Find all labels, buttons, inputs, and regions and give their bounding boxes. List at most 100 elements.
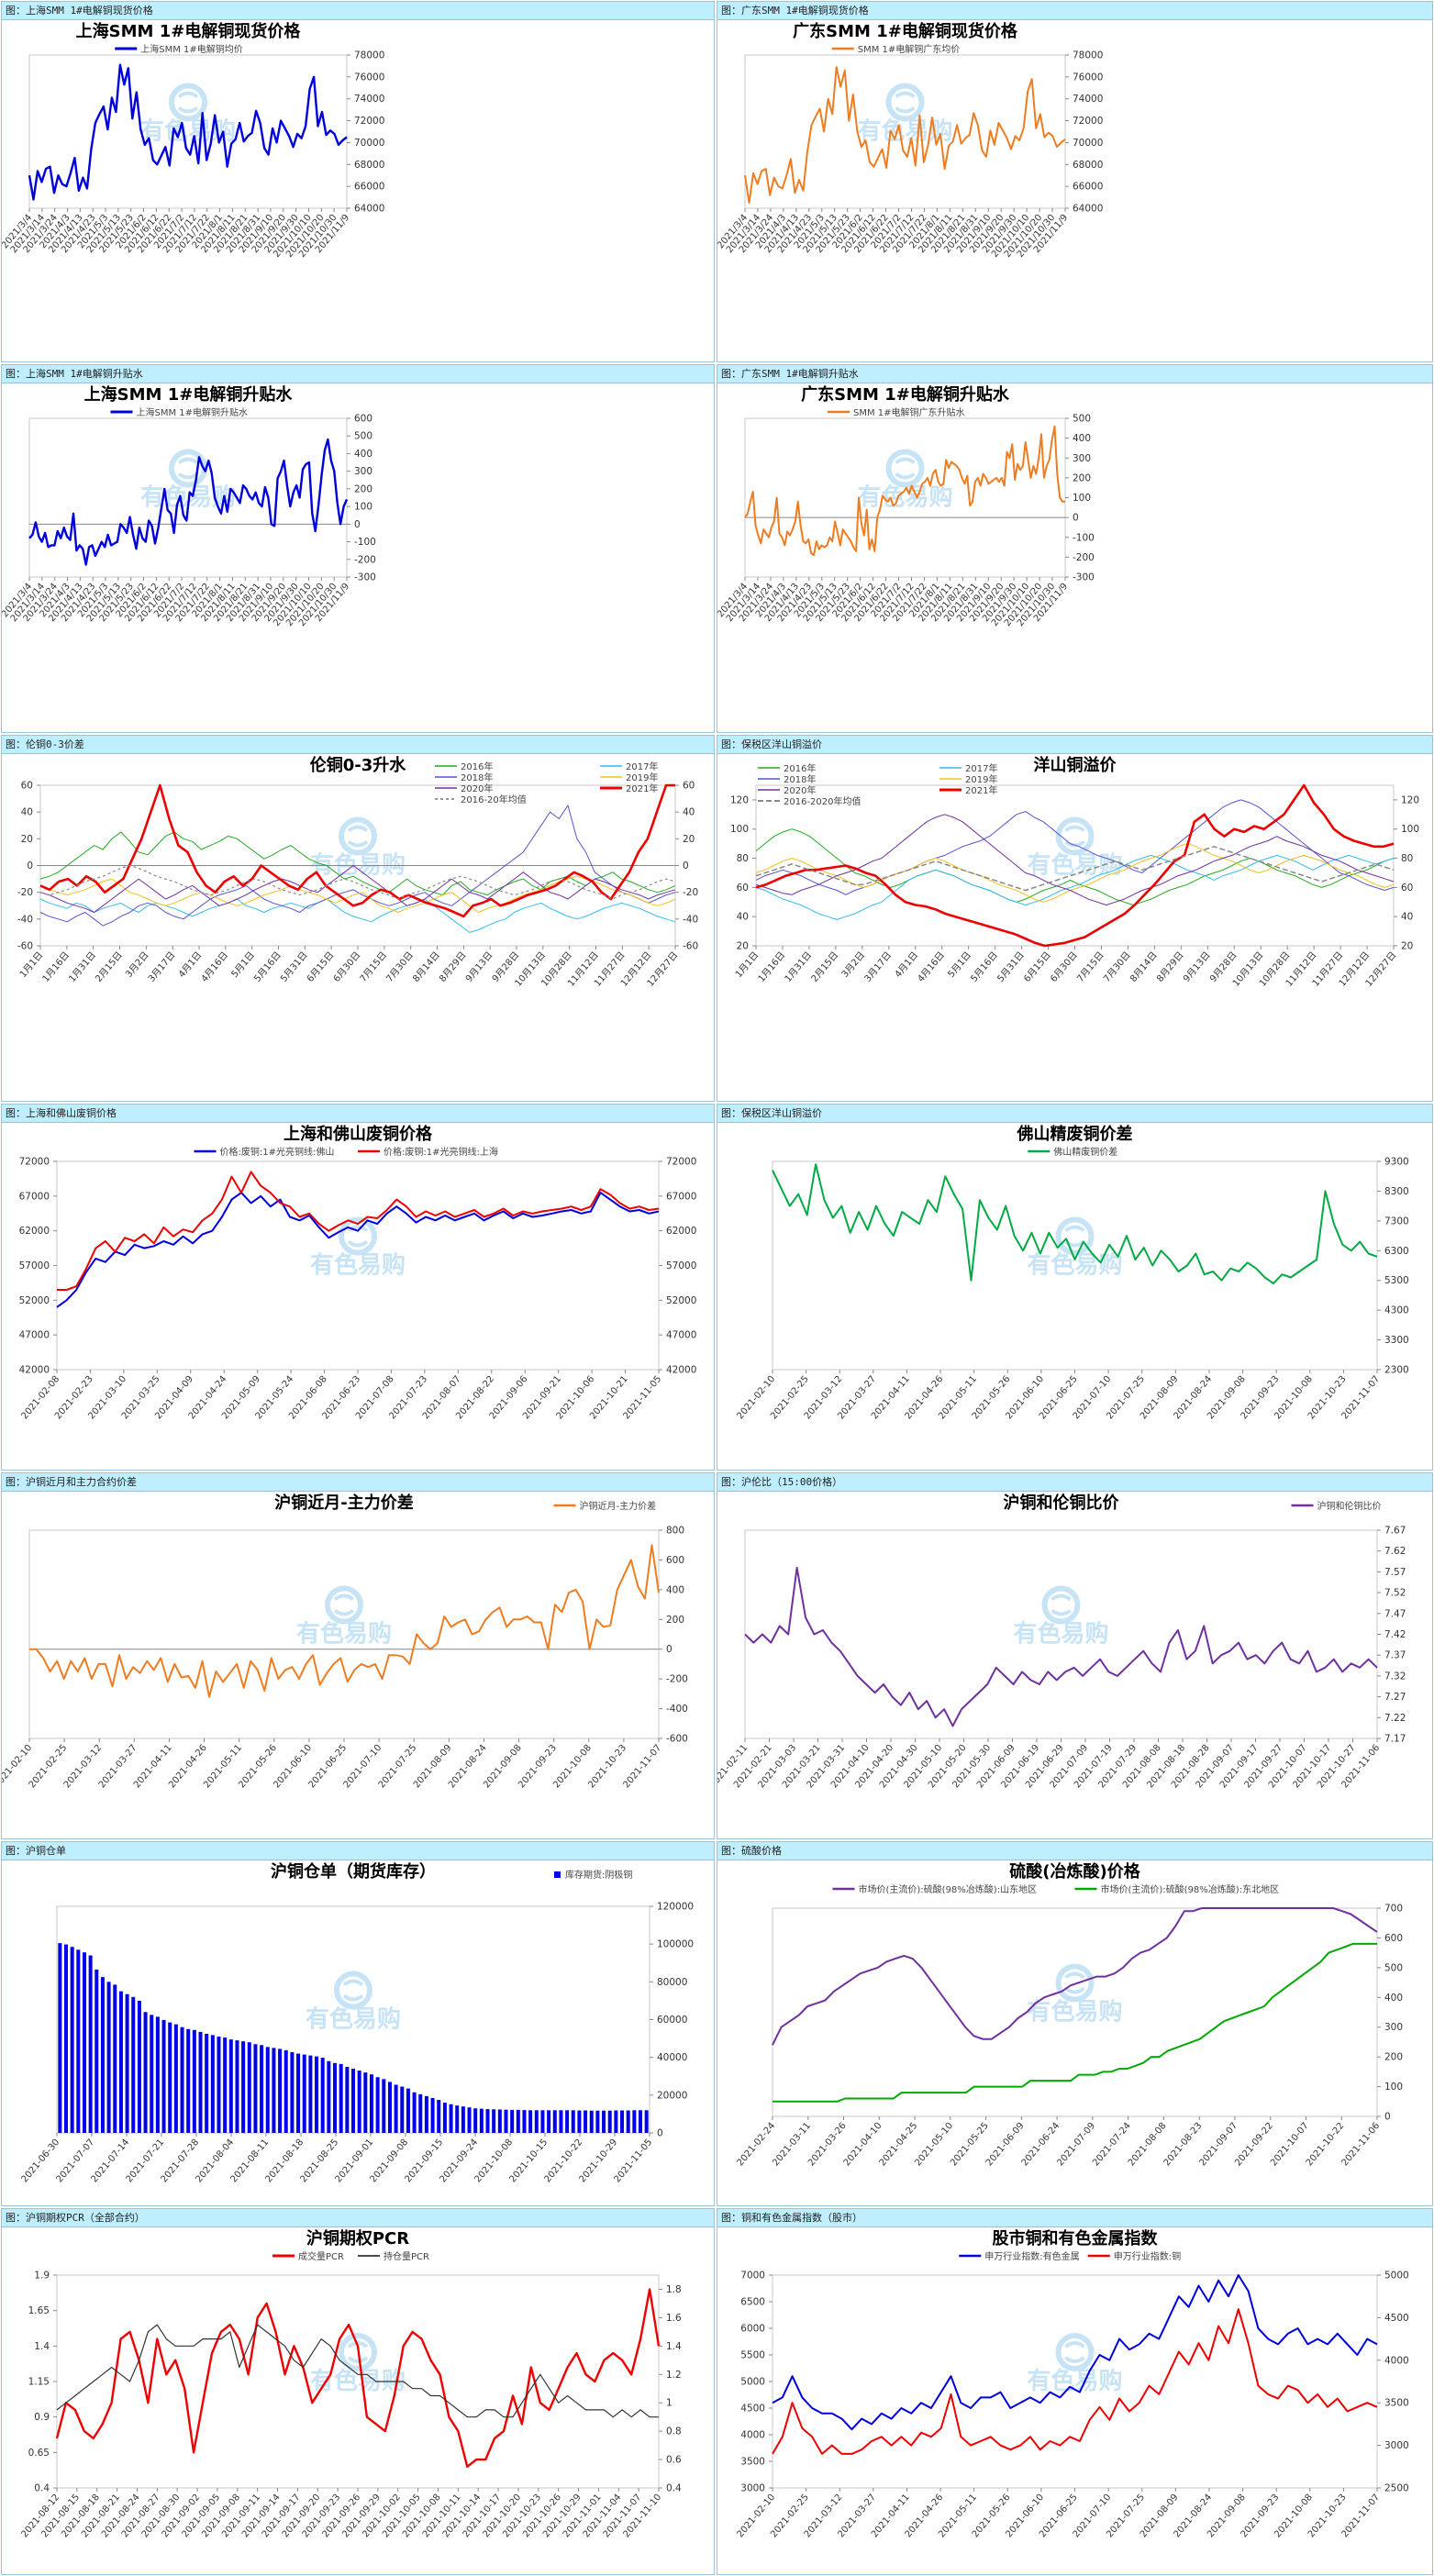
bar bbox=[333, 2062, 338, 2133]
watermark-logo-icon bbox=[334, 1971, 372, 2010]
bar bbox=[449, 2104, 453, 2133]
series-line bbox=[773, 1942, 1377, 2103]
bar bbox=[504, 2109, 508, 2133]
legend-label: 上海SMM 1#电解铜升贴水 bbox=[137, 406, 249, 418]
bar bbox=[186, 2028, 191, 2133]
y-tick-label: 3500 bbox=[1384, 2398, 1409, 2409]
legend-label: SMM 1#电解铜广东均价 bbox=[858, 43, 961, 55]
series-line bbox=[39, 875, 676, 913]
y-tick-label: 100 bbox=[730, 824, 749, 835]
bar bbox=[632, 2110, 637, 2133]
y-tick-label: 200 bbox=[1384, 2052, 1403, 2063]
bar bbox=[161, 2019, 166, 2133]
x-tick-label: 5月31日 bbox=[278, 949, 309, 984]
y-tick-label: 40 bbox=[21, 807, 33, 818]
y-tick-label: 200 bbox=[354, 483, 372, 494]
y-tick-label: 100 bbox=[1401, 824, 1419, 835]
chart-title: 洋山铜溢价 bbox=[1034, 755, 1117, 775]
bar bbox=[639, 2110, 643, 2133]
legend-label: 库存期货:阴极铜 bbox=[565, 1869, 632, 1881]
bar bbox=[345, 2066, 350, 2133]
y-tick-label: 4500 bbox=[740, 2404, 765, 2415]
series-line bbox=[39, 898, 676, 933]
panel-near-main-spread: 图：沪铜近月和主力合约价差 有色易购 -600 -400 -200 0 200 400 600… bbox=[1, 1472, 715, 1839]
panel-sulfuric-acid: 图：硫酸价格 有色易购 0 100 200 300 400 500 600 700 2021-02… bbox=[717, 1841, 1433, 2206]
series-line bbox=[55, 2288, 661, 2468]
series-line bbox=[744, 1566, 1378, 1727]
y-tick-label: 7.47 bbox=[1384, 1608, 1406, 1619]
panel-sh-spot-price: 图：上海SMM 1#电解铜现货价格 有色易购 64000 66000 68000 700… bbox=[1, 1, 715, 362]
plot-area bbox=[772, 1907, 1378, 2117]
y-tick-label: 80 bbox=[737, 853, 749, 864]
series-line bbox=[39, 783, 675, 918]
legend-label: SMM 1#电解铜广东升贴水 bbox=[853, 406, 965, 418]
x-tick-label: 5月31日 bbox=[995, 949, 1027, 984]
panel-refined-scrap-spread: 图：保税区洋山铜溢价 有色易购 2300 3300 4300 5300 6300 7300 8… bbox=[717, 1104, 1433, 1471]
chart-shfe-lme-ratio: 有色易购 7.17 7.22 7.27 7.32 7.37 7.42 7.47 7.52 7.57… bbox=[717, 1493, 1406, 1790]
y-tick-label: 72000 bbox=[666, 1157, 696, 1168]
panel-lme-spread: 图：伦铜0-3价差 有色易购 -60 -40 -20 0 20 40 60 -60 -40 -20 0… bbox=[1, 735, 715, 1102]
y-tick-label: 500 bbox=[1384, 1962, 1403, 1973]
x-tick-label: 6月15日 bbox=[305, 949, 336, 984]
bar bbox=[290, 2051, 295, 2133]
y-tick-label: 68000 bbox=[354, 160, 384, 171]
y-tick-label: -300 bbox=[354, 572, 376, 583]
bar bbox=[70, 1947, 74, 2133]
y-tick-label: 4000 bbox=[1384, 2355, 1409, 2366]
chart-warrants: 有色易购020000400006000080000100000120000202… bbox=[20, 1861, 695, 2184]
x-tick-label: 1月1日 bbox=[17, 949, 45, 980]
watermark-logo-icon bbox=[342, 1979, 364, 2002]
bar bbox=[265, 2047, 270, 2133]
y-tick-label: 400 bbox=[666, 1584, 684, 1595]
y-tick-label: 0.4 bbox=[34, 2483, 50, 2494]
watermark-logo-icon bbox=[1055, 1963, 1095, 2003]
y-tick-label: 1.8 bbox=[666, 2284, 682, 2295]
panel-header: 图：硫酸价格 bbox=[717, 1842, 1432, 1860]
y-tick-label: 20000 bbox=[657, 2090, 687, 2101]
legend-label: 成交量PCR bbox=[298, 2250, 344, 2262]
bar bbox=[595, 2110, 600, 2133]
y-tick-label: 0.8 bbox=[666, 2426, 682, 2437]
x-tick-label: 3月2日 bbox=[839, 949, 867, 980]
series-line bbox=[28, 438, 349, 566]
series-line bbox=[755, 783, 1395, 948]
bar bbox=[283, 2049, 288, 2133]
legend-label: 2021年 bbox=[965, 784, 997, 796]
series-line bbox=[29, 1544, 660, 1698]
bar bbox=[88, 1955, 93, 2133]
chart-title: 沪铜和伦铜比价 bbox=[1004, 1493, 1120, 1513]
bar bbox=[253, 2044, 258, 2133]
y-tick-label: -20 bbox=[683, 887, 698, 898]
y-tick-label: 20 bbox=[737, 941, 749, 952]
bar bbox=[94, 1969, 99, 2133]
y-tick-label: 57000 bbox=[666, 1260, 696, 1271]
y-tick-label: 600 bbox=[354, 414, 372, 425]
y-tick-label: 60 bbox=[21, 781, 33, 792]
x-tick-label: 5月1日 bbox=[946, 949, 973, 980]
y-tick-label: 72000 bbox=[19, 1157, 50, 1168]
y-tick-label: -600 bbox=[666, 1734, 688, 1745]
plot-area bbox=[744, 54, 1066, 209]
bar bbox=[351, 2069, 355, 2133]
y-tick-label: 42000 bbox=[666, 1365, 696, 1376]
legend-label: 2017年 bbox=[965, 762, 997, 774]
bar bbox=[534, 2110, 539, 2133]
chart-title: 广东SMM 1#电解铜升贴水 bbox=[801, 384, 1010, 405]
y-tick-label: 500 bbox=[354, 431, 372, 442]
x-tick-label: 4月1日 bbox=[176, 949, 204, 980]
y-tick-label: 60 bbox=[737, 883, 749, 894]
watermark-logo-icon bbox=[1064, 2341, 1085, 2363]
y-tick-label: 0 bbox=[354, 519, 361, 530]
y-tick-label: -40 bbox=[17, 914, 33, 925]
x-tick-label: 4月16日 bbox=[199, 949, 230, 984]
watermark-text: 有色易购 bbox=[1027, 2367, 1122, 2395]
y-tick-label: 74000 bbox=[354, 94, 384, 105]
x-tick-label: 7月30日 bbox=[1101, 949, 1132, 984]
bar bbox=[118, 1991, 123, 2133]
watermark-text: 有色易购 bbox=[296, 1620, 392, 1649]
panel-shfe-lme-ratio: 图：沪伦比（15:00价格） 有色易购 7.17 7.22 7.27 7.32 7.37 7… bbox=[717, 1472, 1433, 1839]
panel-yangshan-premium: 图：保税区洋山铜溢价 有色易购 20 40 60 80 100 120 20 40 60 80 100… bbox=[717, 735, 1433, 1102]
legend-label: 持仓量PCR bbox=[384, 2250, 429, 2262]
y-tick-label: 62000 bbox=[666, 1226, 696, 1237]
bar bbox=[473, 2108, 478, 2133]
